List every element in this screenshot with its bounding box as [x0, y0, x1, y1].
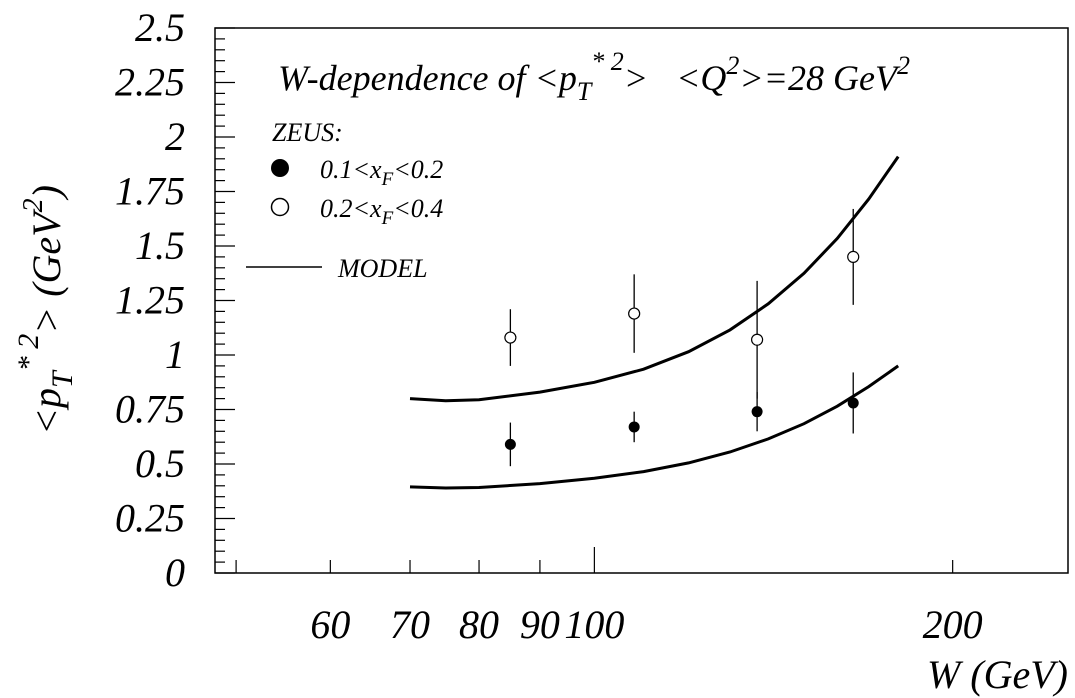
data-point-open	[628, 307, 641, 320]
y-tick-label: 1.5	[135, 223, 185, 268]
model-curves	[409, 155, 900, 490]
y-tick-label: 1.75	[115, 169, 185, 214]
x-axis: 60 70 80 90 100 200	[235, 547, 983, 647]
y-tick-label: 2	[165, 114, 185, 159]
x-tick-label: 70	[390, 602, 430, 647]
data-point-open	[751, 333, 764, 346]
data-point-open	[504, 331, 517, 344]
chart-title: W-dependence of <pT* 2> <Q2>=28 GeV2	[278, 47, 910, 106]
data-points	[504, 208, 860, 467]
x-axis-label: W (GeV)	[927, 652, 1068, 697]
y-tick-label: 2.25	[115, 60, 185, 105]
y-axis-label: <pT* 2> (GeV2)	[12, 185, 79, 435]
x-tick-label: 200	[923, 602, 983, 647]
x-tick-label: 80	[459, 602, 499, 647]
legend-model-label: MODEL	[337, 254, 428, 283]
y-tick-label: 0.5	[135, 441, 185, 486]
y-tick-label: 0.75	[115, 387, 185, 432]
legend: ZEUS: 0.1<xF<0.2 0.2<xF<0.4 MODEL	[246, 118, 443, 283]
data-point-filled	[847, 397, 859, 409]
x-tick-label: 90	[520, 602, 560, 647]
x-tick-label: 60	[310, 602, 350, 647]
data-point-filled	[504, 438, 516, 450]
plot-frame	[214, 27, 1069, 574]
legend-filled-label: 0.1<xF<0.2	[320, 155, 443, 190]
data-point-open	[847, 250, 860, 263]
y-tick-label: 2.5	[135, 5, 185, 50]
model-curve	[409, 155, 900, 403]
y-axis: 0 0.25 0.5 0.75 1 1.25 1.5 1.75 2 2.25 2.5	[115, 5, 235, 595]
y-tick-label: 1.25	[115, 278, 185, 323]
y-tick-label: 0.25	[115, 496, 185, 541]
x-tick-label: 100	[564, 602, 624, 647]
legend-open-label: 0.2<xF<0.4	[320, 194, 443, 229]
legend-header: ZEUS:	[272, 118, 343, 147]
legend-filled-marker	[271, 159, 289, 177]
model-curve	[409, 364, 900, 490]
y-tick-label: 0	[165, 550, 185, 595]
data-point-filled	[628, 421, 640, 433]
data-point-filled	[751, 406, 763, 418]
y-tick-label: 1	[165, 332, 185, 377]
legend-open-marker	[270, 197, 290, 217]
